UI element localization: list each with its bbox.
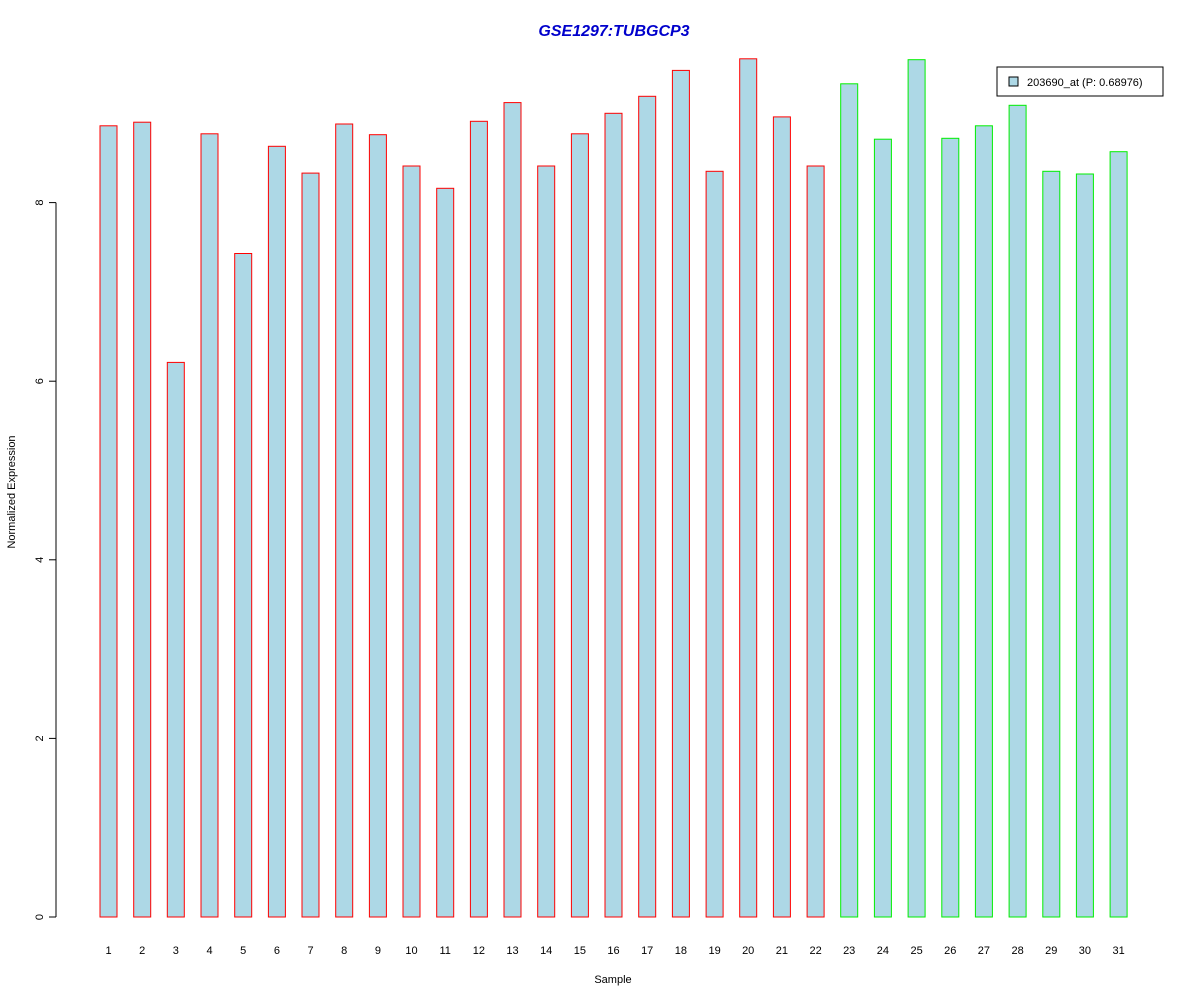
x-tick-labels: 1 2 3 4 5 6 7 8 9 10 11 12 13 14 15 16 17 18 19 20 21 22 23 24 2… [105,945,1124,957]
legend-swatch [1008,76,1019,87]
x-tick-label: 19 [708,945,720,957]
bar [1008,104,1027,918]
bar [301,172,320,918]
x-tick-label: 11 [439,945,450,957]
x-tick-label: 10 [405,945,417,957]
x-tick-label: 25 [910,945,922,957]
bar [402,165,421,918]
x-tick-label: 16 [607,945,619,957]
bar [469,120,488,918]
x-tick-label: 26 [944,945,956,957]
x-tick-label: 24 [877,945,889,957]
x-tick-label: 22 [809,945,821,957]
bar [772,116,791,918]
bar [1109,151,1128,918]
x-tick-label: 4 [206,945,212,957]
x-tick-label: 8 [341,945,347,957]
bar [739,58,758,918]
x-tick-label: 14 [540,945,552,957]
x-tick-label: 5 [240,945,246,957]
bar [873,138,892,918]
x-tick-label: 21 [776,945,788,957]
x-tick-label: 31 [1112,945,1124,957]
bar [1042,170,1061,918]
y-tick-label: 6 [34,378,46,384]
x-tick-label: 1 [105,945,111,957]
bar [671,69,690,918]
bar [267,145,286,918]
bar [840,83,859,918]
bar [941,137,960,918]
bar [368,134,387,918]
x-tick-label: 17 [641,945,653,957]
bar [503,102,522,918]
y-axis: 0 2 4 6 8 [34,200,57,920]
bar [974,125,993,918]
bar [806,165,825,918]
y-tick-label: 2 [34,735,46,741]
bar [604,112,623,918]
x-tick-label: 20 [742,945,754,957]
x-tick-label: 27 [978,945,990,957]
x-tick-label: 28 [1011,945,1023,957]
y-tick-label: 4 [34,557,46,563]
bar [638,95,657,918]
x-tick-label: 3 [173,945,179,957]
x-tick-label: 23 [843,945,855,957]
bar [436,187,455,918]
x-tick-label: 6 [274,945,280,957]
x-tick-label: 29 [1045,945,1057,957]
x-tick-label: 2 [139,945,145,957]
bars [99,58,1128,918]
x-tick-label: 15 [574,945,586,957]
chart-title: GSE1297:TUBGCP3 [538,23,689,40]
bar [99,125,118,918]
x-axis-label: Sample [594,974,631,986]
bar [570,133,589,918]
x-tick-label: 9 [375,945,381,957]
x-tick-label: 7 [307,945,313,957]
y-tick-label: 0 [34,914,46,920]
x-tick-label: 13 [506,945,518,957]
legend-label: 203690_at (P: 0.68976) [1027,77,1143,89]
y-tick-label: 8 [34,200,46,206]
bar [200,133,219,918]
bar [234,253,253,918]
x-tick-label: 18 [675,945,687,957]
bar [335,123,354,918]
y-axis-label: Normalized Expression [6,435,18,548]
bar [1075,173,1094,918]
legend-box [996,66,1164,97]
legend: 203690_at (P: 0.68976) [996,66,1164,97]
bar [537,165,556,918]
bar [907,59,926,918]
bar [166,361,185,918]
bar [705,170,724,918]
x-tick-label: 30 [1079,945,1091,957]
x-tick-label: 12 [473,945,485,957]
bar [133,121,152,918]
